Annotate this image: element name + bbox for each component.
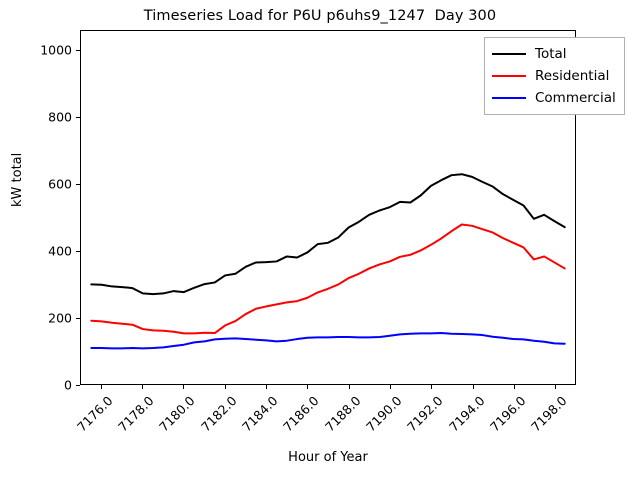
x-tick-label: 7184.0 (239, 393, 281, 435)
x-tick-mark (431, 385, 432, 389)
series-line-residential (90, 223, 566, 335)
x-tick-mark (307, 385, 308, 389)
chart-title: Timeseries Load for P6U p6uhs9_1247 Day … (143, 8, 497, 24)
x-tick-label: 7178.0 (115, 393, 157, 435)
x-tick-mark (266, 385, 267, 389)
x-tick-label: 7182.0 (197, 393, 240, 435)
x-tick-label: 7194.0 (445, 393, 488, 435)
y-tick-label: 800 (48, 109, 72, 125)
legend-swatch-total (492, 53, 526, 55)
x-tick-label: 7188.0 (321, 393, 364, 435)
legend-label-total: Total (535, 46, 567, 62)
y-tick-mark (76, 117, 80, 118)
plot-area (80, 30, 576, 385)
series-line-total (90, 173, 566, 296)
y-tick-label: 400 (48, 243, 72, 259)
x-tick-mark (349, 385, 350, 389)
y-tick-mark (76, 184, 80, 185)
legend-item-total[interactable]: Total (492, 43, 616, 65)
x-tick-label: 7198.0 (528, 393, 570, 435)
legend-item-residential[interactable]: Residential (492, 65, 616, 87)
x-tick-mark (473, 385, 474, 389)
x-tick-label: 7190.0 (363, 393, 405, 435)
legend-swatch-commercial (492, 97, 526, 99)
legend-label-residential: Residential (535, 68, 610, 84)
x-tick-label: 7180.0 (156, 393, 198, 435)
legend: Total Residential Commercial (484, 37, 625, 115)
y-tick-label: 0 (64, 377, 72, 393)
legend-item-commercial[interactable]: Commercial (492, 87, 616, 109)
y-tick-label: 200 (48, 310, 72, 326)
y-axis-tick-labels: 0 200 400 600 800 1000 (0, 0, 72, 480)
y-tick-mark (76, 251, 80, 252)
x-tick-label: 7176.0 (73, 393, 116, 435)
x-tick-mark (225, 385, 226, 389)
x-tick-mark (183, 385, 184, 389)
series-canvas (90, 173, 566, 350)
x-axis-label: Hour of Year (288, 450, 368, 465)
x-tick-mark (555, 385, 556, 389)
x-tick-mark (514, 385, 515, 389)
y-tick-mark (76, 50, 80, 51)
series-line-commercial (90, 332, 566, 350)
x-tick-label: 7186.0 (280, 393, 322, 435)
x-tick-label: 7196.0 (487, 393, 529, 435)
y-tick-label: 1000 (40, 42, 72, 58)
legend-swatch-residential (492, 75, 526, 77)
x-tick-mark (390, 385, 391, 389)
y-tick-label: 600 (48, 176, 72, 192)
y-tick-mark (76, 318, 80, 319)
legend-label-commercial: Commercial (535, 90, 616, 106)
x-tick-mark (142, 385, 143, 389)
x-tick-label: 7192.0 (404, 393, 446, 435)
y-tick-mark (76, 385, 80, 386)
x-tick-mark (101, 385, 102, 389)
